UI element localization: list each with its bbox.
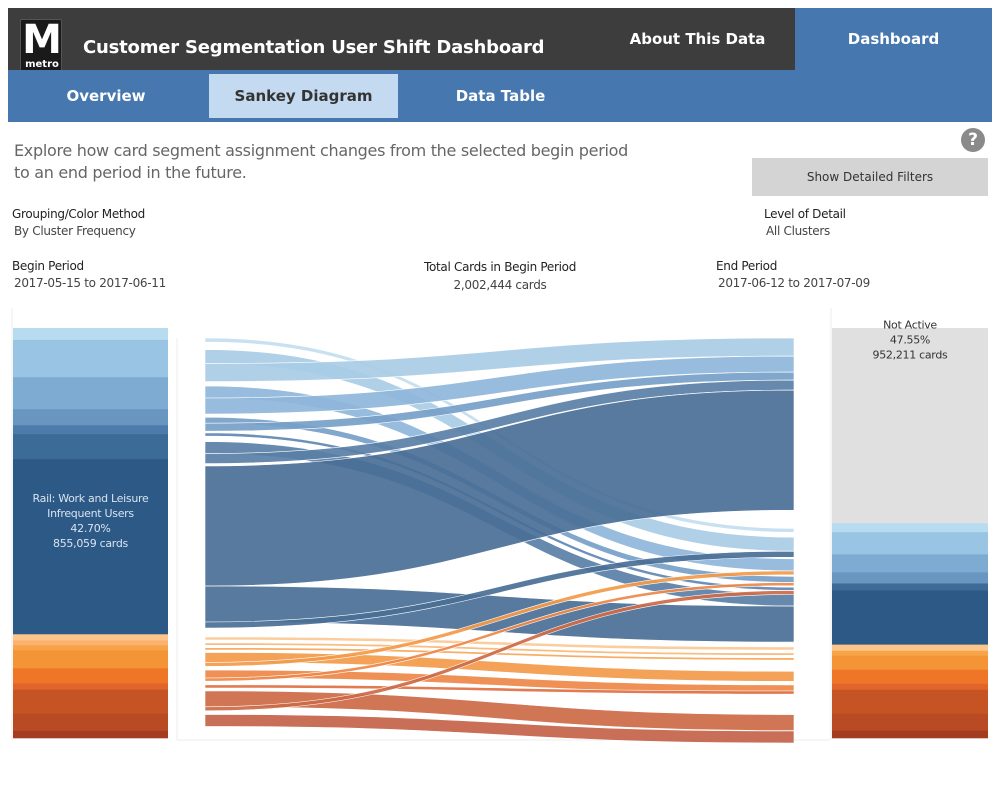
- level-of-detail-label: Level of Detail: [764, 207, 846, 221]
- total-cards-value: 2,002,444 cards: [453, 278, 547, 292]
- show-detailed-filters-button[interactable]: Show Detailed Filters: [752, 158, 988, 196]
- sankey-chart: Rail: Work and Leisure Infrequent Users 42…: [0, 300, 1000, 760]
- begin-segment-7: [13, 634, 168, 641]
- begin-segment-13: [13, 689, 168, 715]
- sankey-flow-22: [204, 590, 795, 712]
- begin-segment-10: [13, 650, 168, 669]
- end-segment-4: [832, 572, 988, 584]
- level-of-detail-value[interactable]: All Clusters: [766, 224, 830, 238]
- sankey-flow-12: [204, 550, 795, 629]
- metro-logo-word: metro: [25, 59, 59, 70]
- end-segment-label-name: Not Active: [883, 319, 937, 332]
- sankey-flow-17: [204, 570, 795, 667]
- end-segment-9: [832, 655, 988, 670]
- begin-segment-8: [13, 640, 168, 646]
- sankey-flow-15: [204, 647, 795, 661]
- end-segment-10: [832, 669, 988, 684]
- tab-sankey-diagram[interactable]: Sankey Diagram: [209, 74, 398, 118]
- end-segment-8: [832, 650, 988, 657]
- end-segment-3: [832, 554, 988, 573]
- end-segment-5: [832, 583, 988, 591]
- end-segment-0: [832, 328, 988, 524]
- dashboard-button[interactable]: Dashboard: [795, 8, 992, 70]
- total-cards-label: Total Cards in Begin Period: [423, 260, 577, 274]
- app-title: Customer Segmentation User Shift Dashboa…: [83, 37, 545, 58]
- end-period-label: End Period: [716, 259, 778, 273]
- sankey-flow-19: [204, 582, 795, 682]
- intro-description: Explore how card segment assignment chan…: [14, 141, 628, 182]
- begin-segment-14: [13, 713, 168, 731]
- tab-data-table[interactable]: Data Table: [455, 87, 546, 105]
- begin-period-value[interactable]: 2017-05-15 to 2017-06-11: [14, 276, 166, 290]
- sankey-svg: Rail: Work and Leisure Infrequent Users 42…: [11, 308, 988, 744]
- end-segment-2: [832, 532, 988, 555]
- begin-period-label: Begin Period: [12, 259, 84, 273]
- begin-segment-2: [13, 377, 168, 410]
- about-this-data-button[interactable]: About This Data: [629, 30, 766, 48]
- begin-segment-label-name2: Infrequent Users: [47, 507, 134, 520]
- metro-logo: M metro: [20, 17, 62, 74]
- begin-segment-0: [13, 328, 168, 341]
- sankey-flow-23: [204, 714, 795, 744]
- begin-segment-label-cards: 855,059 cards: [53, 537, 128, 550]
- top-header-bar: M metro Customer Segmentation User Shift…: [8, 8, 795, 74]
- tab-overview[interactable]: Overview: [66, 87, 146, 105]
- end-segment-label-pct: 47.55%: [890, 334, 930, 347]
- begin-segment-3: [13, 409, 168, 426]
- begin-segment-9: [13, 645, 168, 651]
- sankey-flow-20: [204, 684, 795, 695]
- begin-segment-label-pct: 42.70%: [70, 522, 110, 535]
- begin-segment-4: [13, 425, 168, 435]
- metro-logo-letter: M: [22, 17, 62, 63]
- sankey-flow-10: [204, 389, 795, 587]
- begin-segment-15: [13, 730, 168, 739]
- end-segment-1: [832, 523, 988, 533]
- grouping-label: Grouping/Color Method: [12, 207, 145, 221]
- end-segment-12: [832, 689, 988, 715]
- begin-segment-6: [13, 459, 168, 635]
- end-segment-6: [832, 590, 988, 645]
- end-period-value[interactable]: 2017-06-12 to 2017-07-09: [718, 276, 870, 290]
- help-icon[interactable]: ?: [961, 128, 985, 152]
- sankey-flow-16: [204, 652, 795, 682]
- end-segment-label-cards: 952,211 cards: [873, 349, 948, 362]
- sankey-flow-11: [204, 585, 795, 643]
- end-segment-7: [832, 644, 988, 652]
- begin-segment-1: [13, 339, 168, 378]
- begin-segment-5: [13, 434, 168, 460]
- sankey-flow-21: [204, 690, 795, 731]
- end-segment-11: [832, 683, 988, 691]
- end-segment-13: [832, 713, 988, 732]
- begin-segment-label-name: Rail: Work and Leisure: [33, 492, 149, 505]
- begin-segment-12: [13, 683, 168, 690]
- tab-bar: Overview Sankey Diagram Data Table: [8, 70, 992, 122]
- grouping-value[interactable]: By Cluster Frequency: [14, 224, 136, 238]
- begin-segment-11: [13, 668, 168, 684]
- end-segment-14: [832, 730, 988, 739]
